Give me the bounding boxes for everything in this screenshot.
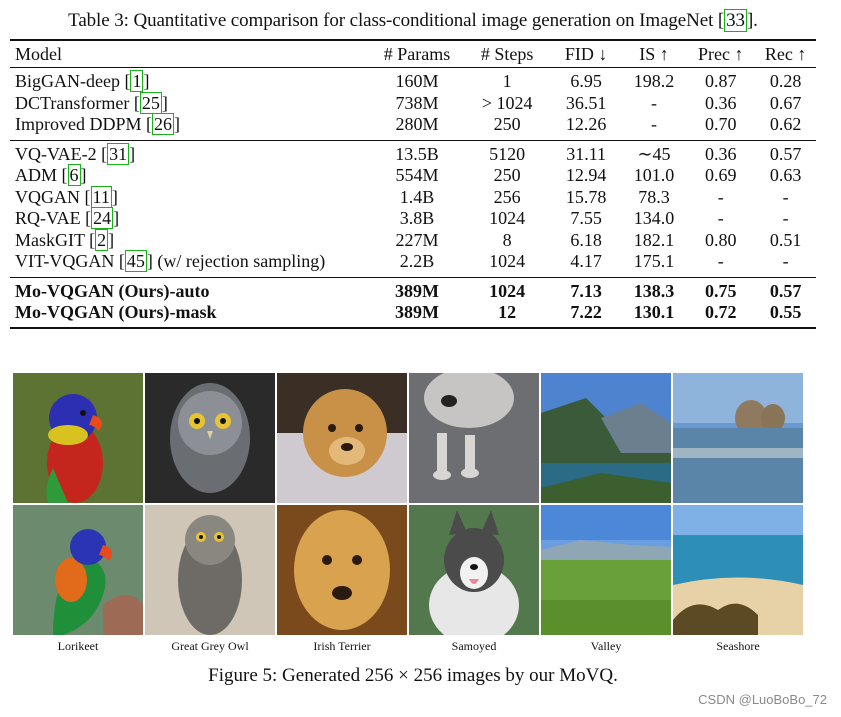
citation-link[interactable]: 25 <box>139 91 162 114</box>
lorikeet-image-1 <box>13 373 143 503</box>
image-label: Seashore <box>716 639 760 653</box>
image-label: Valley <box>590 639 622 653</box>
citation-link[interactable]: 11 <box>90 185 112 208</box>
generated-image-grid <box>13 373 803 637</box>
table-row: VQGAN [11] 1.4B 256 15.78 78.3 - - <box>10 185 816 209</box>
model-name: Improved DDPM [26] <box>15 113 180 135</box>
table-row: RQ-VAE [24] 3.8B 1024 7.55 134.0 - - <box>10 207 816 230</box>
seashore-image-1 <box>673 373 803 503</box>
lorikeet-image-2 <box>13 505 143 635</box>
table-row: VIT-VQGAN [45] (w/ rejection sampling) 2… <box>10 250 816 273</box>
column-header: FID ↓ <box>550 39 622 68</box>
table-row: DCTransformer [25] 738M > 1024 36.51 - 0… <box>10 91 816 115</box>
citation-link[interactable]: 33 <box>724 9 747 32</box>
results-table: Model # Params # Steps FID ↓ IS ↑ Prec ↑… <box>10 39 816 329</box>
citation-link[interactable]: 45 <box>124 250 147 272</box>
model-name: Mo-VQGAN (Ours)-auto <box>10 276 371 302</box>
model-name: MaskGIT [2] <box>15 228 115 251</box>
column-header: Model <box>10 39 371 68</box>
image-label: Irish Terrier <box>313 639 371 653</box>
model-name: Mo-VQGAN (Ours)-mask <box>10 302 371 329</box>
citation-link[interactable]: 31 <box>107 142 130 165</box>
terrier-image-1 <box>277 373 407 503</box>
owl-image-2 <box>145 505 275 635</box>
watermark: CSDN @LuoBoBo_72 <box>698 692 827 707</box>
table-row: MaskGIT [2] 227M 8 6.18 182.1 0.80 0.51 <box>10 228 816 252</box>
column-header: Prec ↑ <box>686 39 756 68</box>
table-header-row: Model # Params # Steps FID ↓ IS ↑ Prec ↑… <box>10 39 816 68</box>
citation-link[interactable]: 24 <box>91 207 114 229</box>
table-row: Mo-VQGAN (Ours)-auto 389M 1024 7.13 138.… <box>10 276 816 302</box>
model-name: DCTransformer [25] <box>15 91 168 114</box>
seashore-image-2 <box>673 505 803 635</box>
model-name: VQ-VAE-2 [31] <box>10 139 371 165</box>
valley-image-1 <box>541 373 671 503</box>
terrier-image-2 <box>277 505 407 635</box>
column-header: IS ↑ <box>621 39 687 68</box>
citation-link[interactable]: 2 <box>95 228 109 251</box>
citation-link[interactable]: 6 <box>67 164 81 186</box>
column-header: # Params <box>370 39 464 68</box>
figure-caption: Figure 5: Generated 256 × 256 images by … <box>208 665 618 686</box>
citation-link[interactable]: 26 <box>152 113 174 135</box>
table-row: VQ-VAE-2 [31] 13.5B 5120 31.11 ∼45 0.36 … <box>10 139 816 165</box>
table-row: Mo-VQGAN (Ours)-mask 389M 12 7.22 130.1 … <box>10 302 816 329</box>
image-label: Great Grey Owl <box>171 639 249 653</box>
image-label: Lorikeet <box>57 639 99 653</box>
image-label: Samoyed <box>451 639 497 653</box>
column-header: Rec ↑ <box>755 39 816 68</box>
samoyed-image-1 <box>409 373 539 503</box>
table-caption: Table 3: Quantitative comparison for cla… <box>68 9 758 32</box>
owl-image-1 <box>145 373 275 503</box>
model-name: RQ-VAE [24] <box>15 207 120 229</box>
model-name: VQGAN [11] <box>15 185 118 208</box>
model-name: VIT-VQGAN [45] (w/ rejection sampling) <box>15 250 326 272</box>
table-row: BigGAN-deep [1] 160M 1 6.95 198.2 0.87 0… <box>10 68 816 93</box>
samoyed-image-2 <box>409 505 539 635</box>
column-header: # Steps <box>463 39 551 68</box>
table-row: ADM [6] 554M 250 12.94 101.0 0.69 0.63 <box>10 164 816 187</box>
model-name: BigGAN-deep [1] <box>15 70 150 92</box>
table-row: Improved DDPM [26] 280M 250 12.26 - 0.70… <box>10 113 816 136</box>
model-name: ADM [6] <box>15 164 87 186</box>
citation-link[interactable]: 1 <box>130 70 144 92</box>
valley-image-2 <box>541 505 671 635</box>
